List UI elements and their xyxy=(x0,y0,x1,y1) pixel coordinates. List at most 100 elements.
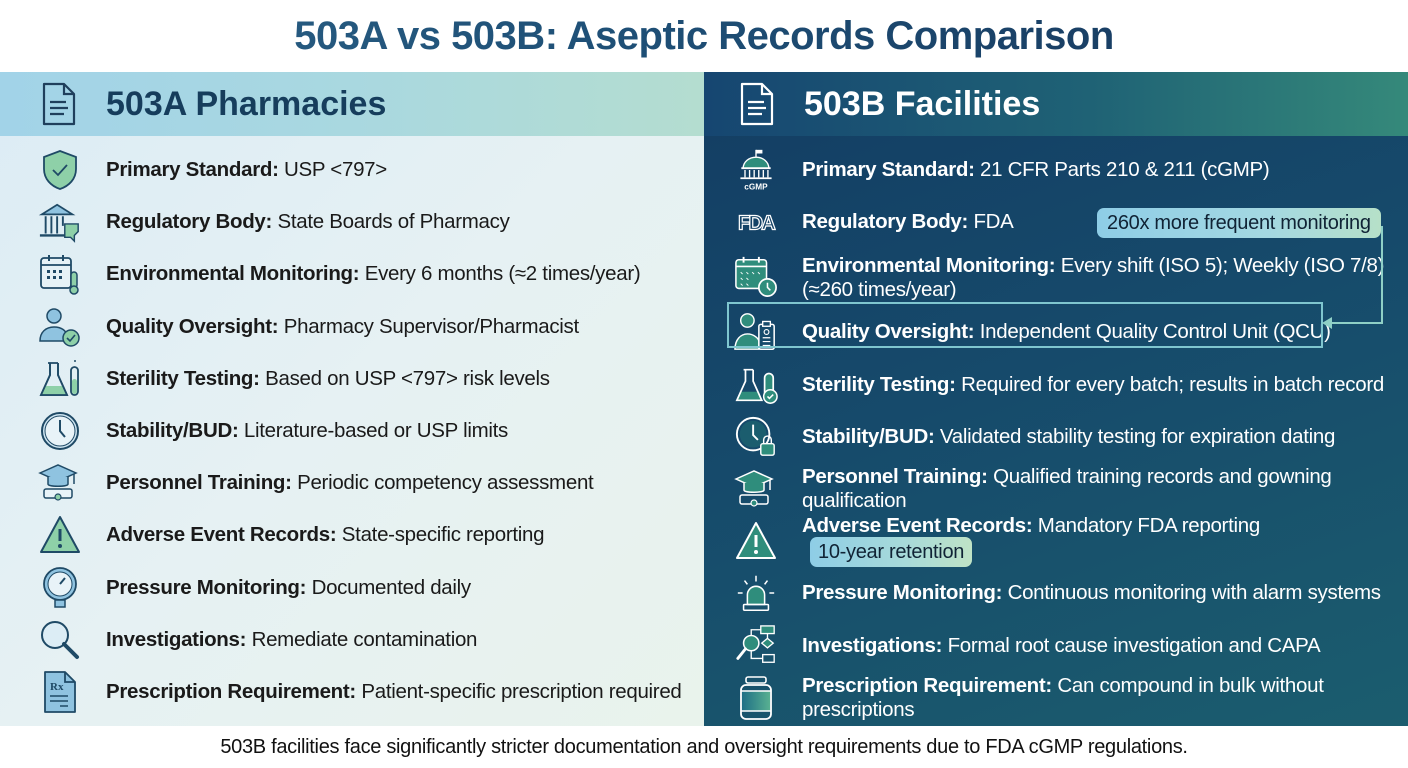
row-label: Personnel Training: xyxy=(802,465,988,489)
row-label: Regulatory Body: xyxy=(106,210,273,234)
row-quality-oversight-503b: Quality Oversight: Independent Quality C… xyxy=(704,306,1408,358)
row-label: Adverse Event Records: xyxy=(106,523,337,547)
panel-503a: 503A Pharmacies Primary Standard: USP <7… xyxy=(0,72,704,726)
row-sterility-testing-503a: Sterility Testing: Based on USP <797> ri… xyxy=(0,353,704,405)
row-adverse-event-503b: Adverse Event Records: Mandatory FDA rep… xyxy=(704,514,1408,568)
row-pressure-monitoring-503b: Pressure Monitoring: Continuous monitori… xyxy=(704,567,1408,619)
row-quality-oversight-503a: Quality Oversight: Pharmacy Supervisor/P… xyxy=(0,301,704,353)
row-value: FDA xyxy=(973,210,1014,234)
graduation-cap-diploma-icon xyxy=(734,467,778,511)
row-label: Prescription Requirement: xyxy=(802,673,1052,697)
row-value: Required for every batch; results in bat… xyxy=(961,372,1384,396)
capitol-cgmp-icon: cGMP xyxy=(734,148,778,192)
row-value: Independent Quality Control Unit (QCU) xyxy=(979,320,1331,344)
row-label: Stability/BUD: xyxy=(802,424,935,448)
row-label: Pressure Monitoring: xyxy=(106,575,307,599)
row-label: Stability/BUD: xyxy=(106,419,239,443)
row-environmental-monitoring-503b: Environmental Monitoring: Every shift (I… xyxy=(704,248,1408,306)
row-value: Validated stability testing for expirati… xyxy=(939,424,1336,448)
row-investigations-503a: Investigations: Remediate contamination xyxy=(0,614,704,666)
svg-text:cGMP: cGMP xyxy=(744,182,768,191)
graduation-cap-diploma-icon xyxy=(38,461,82,505)
user-check-icon xyxy=(38,305,82,349)
flask-test-tube-icon xyxy=(38,357,82,401)
row-environmental-monitoring-503a: Environmental Monitoring: Every 6 months… xyxy=(0,248,704,300)
warning-triangle-icon xyxy=(38,513,82,557)
row-label: Sterility Testing: xyxy=(106,366,260,390)
callout-arrowhead-icon xyxy=(1322,317,1332,329)
row-label: Environmental Monitoring: xyxy=(106,262,360,286)
retention-badge: 10-year retention xyxy=(810,537,973,568)
row-value: Continuous monitoring with alarm systems xyxy=(1007,581,1381,605)
row-value: Literature-based or USP limits xyxy=(243,419,508,443)
row-label: Investigations: xyxy=(802,633,943,657)
row-personnel-training-503a: Personnel Training: Periodic competency … xyxy=(0,457,704,509)
quality-oversight-highlight xyxy=(727,302,1323,348)
callout-connector-vertical xyxy=(1381,226,1383,324)
courthouse-state-icon xyxy=(38,200,82,244)
panel-503a-header: 503A Pharmacies xyxy=(0,72,704,136)
row-label: Investigations: xyxy=(106,627,247,651)
document-icon xyxy=(40,82,78,126)
row-label: Quality Oversight: xyxy=(802,320,975,344)
row-value: Every shift (ISO 5); Weekly (ISO 7/8) xyxy=(1060,254,1385,278)
row-primary-standard-503a: Primary Standard: USP <797> xyxy=(0,144,704,196)
panel-503b: 503B Facilities cGMP Primary Standard: 2… xyxy=(704,72,1408,726)
row-label: Pressure Monitoring: xyxy=(802,581,1003,605)
row-value: Documented daily xyxy=(311,575,472,599)
row-prescription-503b: Prescription Requirement: Can compound i… xyxy=(704,672,1408,724)
alarm-beacon-icon xyxy=(734,571,778,615)
pressure-gauge-icon xyxy=(38,566,82,610)
shield-check-icon xyxy=(38,148,82,192)
document-icon xyxy=(738,82,776,126)
row-label: Adverse Event Records: xyxy=(802,514,1033,538)
callout-connector-horizontal xyxy=(1330,322,1383,324)
row-regulatory-body-503b: FDA Regulatory Body: FDA xyxy=(704,196,1408,248)
svg-text:Rx: Rx xyxy=(50,681,64,693)
panel-503b-header: 503B Facilities xyxy=(704,72,1408,136)
row-value: Can compound in bulk without prescriptio… xyxy=(802,673,1324,721)
row-value: Remediate contamination xyxy=(251,627,478,651)
row-value: USP <797> xyxy=(284,158,387,182)
svg-text:FDA: FDA xyxy=(738,213,776,235)
row-adverse-event-503a: Adverse Event Records: State-specific re… xyxy=(0,509,704,561)
row-value: Every 6 months (≈2 times/year) xyxy=(364,262,641,286)
row-label: Primary Standard: xyxy=(802,158,975,182)
warning-triangle-icon xyxy=(734,519,778,563)
rx-document-icon: Rx xyxy=(38,670,82,714)
footer-summary: 503B facilities face significantly stric… xyxy=(220,735,1188,758)
row-value-line2: (≈260 times/year) xyxy=(802,278,957,302)
row-pressure-monitoring-503a: Pressure Monitoring: Documented daily xyxy=(0,562,704,614)
row-regulatory-body-503a: Regulatory Body: State Boards of Pharmac… xyxy=(0,196,704,248)
row-value: 21 CFR Parts 210 & 211 (cGMP) xyxy=(980,158,1270,182)
row-label: Environmental Monitoring: xyxy=(802,254,1056,278)
row-value: State Boards of Pharmacy xyxy=(277,210,510,234)
monitoring-frequency-callout: 260x more frequent monitoring xyxy=(1097,208,1381,238)
row-value: Formal root cause investigation and CAPA xyxy=(947,633,1321,657)
magnifier-icon xyxy=(38,618,82,662)
page-title: 503A vs 503B: Aseptic Records Comparison xyxy=(0,0,1408,72)
calendar-alarm-clock-icon xyxy=(734,254,778,298)
row-label: Sterility Testing: xyxy=(802,372,956,396)
row-label: Primary Standard: xyxy=(106,158,279,182)
calendar-thermometer-icon xyxy=(38,252,82,296)
panel-503b-title: 503B Facilities xyxy=(804,84,1041,123)
bulk-bottle-icon xyxy=(734,675,778,720)
row-value: Patient-specific prescription required xyxy=(361,679,682,703)
flask-tube-check-icon xyxy=(734,363,778,407)
row-investigations-503b: Investigations: Formal root cause invest… xyxy=(704,620,1408,672)
row-value: Based on USP <797> risk levels xyxy=(265,366,550,390)
row-value: State-specific reporting xyxy=(341,523,545,547)
panel-503a-title: 503A Pharmacies xyxy=(106,84,387,123)
row-value: Pharmacy Supervisor/Pharmacist xyxy=(283,314,579,338)
row-value: Qualified training records and gowning q… xyxy=(802,465,1332,513)
row-prescription-503a: Rx Prescription Requirement: Patient-spe… xyxy=(0,666,704,718)
row-stability-bud-503b: Stability/BUD: Validated stability testi… xyxy=(704,411,1408,463)
row-value: Mandatory FDA reporting xyxy=(1037,514,1260,538)
row-label: Quality Oversight: xyxy=(106,314,279,338)
clock-icon xyxy=(38,409,82,453)
row-label: Regulatory Body: xyxy=(802,210,969,234)
magnifier-flowchart-icon xyxy=(734,624,778,668)
person-clipboard-icon xyxy=(734,310,778,354)
row-label: Personnel Training: xyxy=(106,471,292,495)
